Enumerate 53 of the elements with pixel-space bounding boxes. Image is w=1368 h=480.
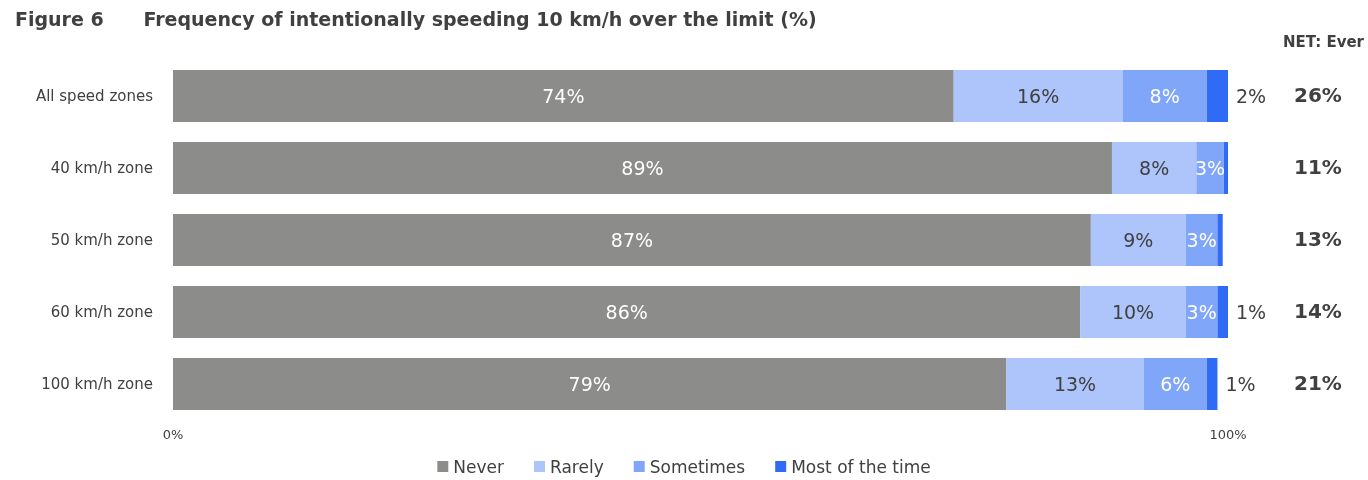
data-label: 16% — [1016, 85, 1060, 107]
bar — [1006, 358, 1144, 410]
chart-title: Figure 6 Frequency of intentionally speeding 10 km/h over the limit (%) — [15, 7, 817, 30]
data-label: 86% — [605, 301, 648, 323]
data-label: 3% — [1186, 301, 1217, 323]
bar — [1090, 214, 1186, 266]
bar — [1223, 142, 1228, 194]
y-tick-label: 50 km/h zone — [50, 231, 153, 249]
bar — [1143, 358, 1207, 410]
bar — [1111, 142, 1197, 194]
text: 21% — [1294, 371, 1342, 395]
text: NET: Ever — [1282, 32, 1365, 51]
bar — [1080, 286, 1186, 338]
legend-label: Never — [453, 456, 505, 477]
bar — [173, 358, 1007, 410]
data-label: 2% — [1236, 85, 1267, 107]
x-tick-label: 100% — [1209, 427, 1247, 442]
data-label: 1% — [1236, 301, 1267, 323]
bar — [173, 286, 1081, 338]
bar — [173, 214, 1091, 266]
y-tick-label: 40 km/h zone — [50, 159, 153, 177]
legend-label: Sometimes — [649, 456, 746, 477]
data-label: 13% — [1053, 373, 1097, 395]
bar — [173, 142, 1112, 194]
data-label: 8% — [1139, 157, 1170, 179]
bar — [953, 70, 1123, 122]
y-tick-label: 100 km/h zone — [41, 375, 153, 393]
text: 26% — [1294, 83, 1342, 107]
bar — [1217, 214, 1223, 266]
data-label: 1% — [1225, 373, 1256, 395]
bar — [1122, 70, 1207, 122]
legend-label: Rarely — [550, 456, 604, 477]
bar — [1206, 70, 1228, 122]
y-tick-label: All speed zones — [35, 87, 154, 105]
data-label: 74% — [542, 85, 585, 107]
text: 13% — [1294, 227, 1342, 251]
bar — [173, 70, 954, 122]
data-label: 6% — [1160, 373, 1191, 395]
legend-label: Most of the time — [791, 456, 931, 477]
x-tick-label: 0% — [162, 427, 184, 442]
bar — [1206, 358, 1218, 410]
data-label: 79% — [568, 373, 611, 395]
data-label: 8% — [1149, 85, 1180, 107]
bar — [1217, 286, 1228, 338]
data-label: 9% — [1123, 229, 1154, 251]
data-label: 3% — [1194, 157, 1226, 179]
data-label: 89% — [621, 157, 664, 179]
data-label: 87% — [610, 229, 654, 251]
y-tick-label: 60 km/h zone — [50, 303, 153, 321]
text: 14% — [1294, 299, 1342, 323]
data-label: 10% — [1111, 301, 1155, 323]
data-label: 3% — [1186, 229, 1217, 251]
text: 11% — [1294, 155, 1342, 179]
